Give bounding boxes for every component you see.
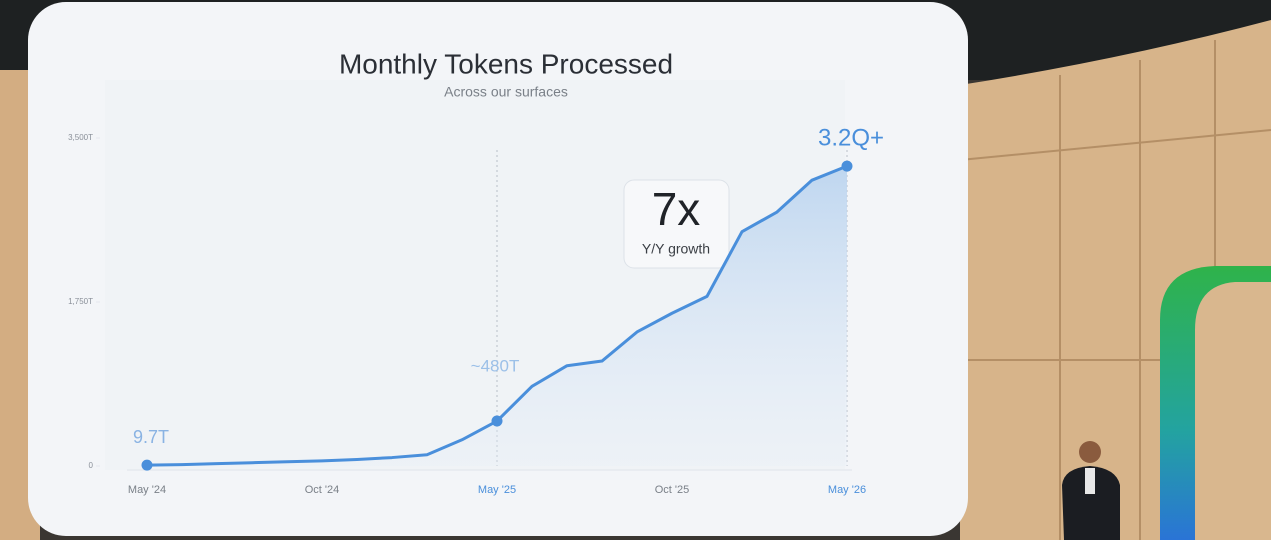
- chart-title: Monthly Tokens Processed: [339, 48, 673, 79]
- arch-inner: [1195, 282, 1271, 540]
- x-tick-label: Oct '24: [305, 484, 340, 496]
- x-tick-label: May '25: [478, 484, 516, 496]
- x-tick-label: May '24: [128, 484, 166, 496]
- presenter: [1062, 441, 1120, 540]
- value-label: 9.7T: [133, 427, 169, 447]
- point: [491, 415, 503, 427]
- x-tick-label: Oct '25: [655, 484, 690, 496]
- value-label: ~480T: [471, 357, 520, 376]
- value-label: 3.2Q+: [818, 124, 884, 151]
- area: [147, 166, 847, 466]
- y-tick-label: 0: [89, 461, 94, 470]
- plot: 0 1,750T 3,500T May '24 Oct '24 May '25 Oct '2…: [68, 124, 884, 495]
- callout-label: Y/Y growth: [642, 241, 710, 257]
- y-tick-label: 3,500T: [68, 133, 93, 142]
- y-tick-label: 1,750T: [68, 297, 93, 306]
- point: [141, 459, 153, 471]
- chart-subtitle: Across our surfaces: [444, 84, 568, 100]
- callout: [623, 179, 730, 269]
- callout-value: 7x: [652, 183, 701, 235]
- x-tick-label: May '26: [828, 484, 866, 496]
- point: [841, 160, 853, 172]
- annotation-box: 7x Y/Y growth: [623, 179, 730, 269]
